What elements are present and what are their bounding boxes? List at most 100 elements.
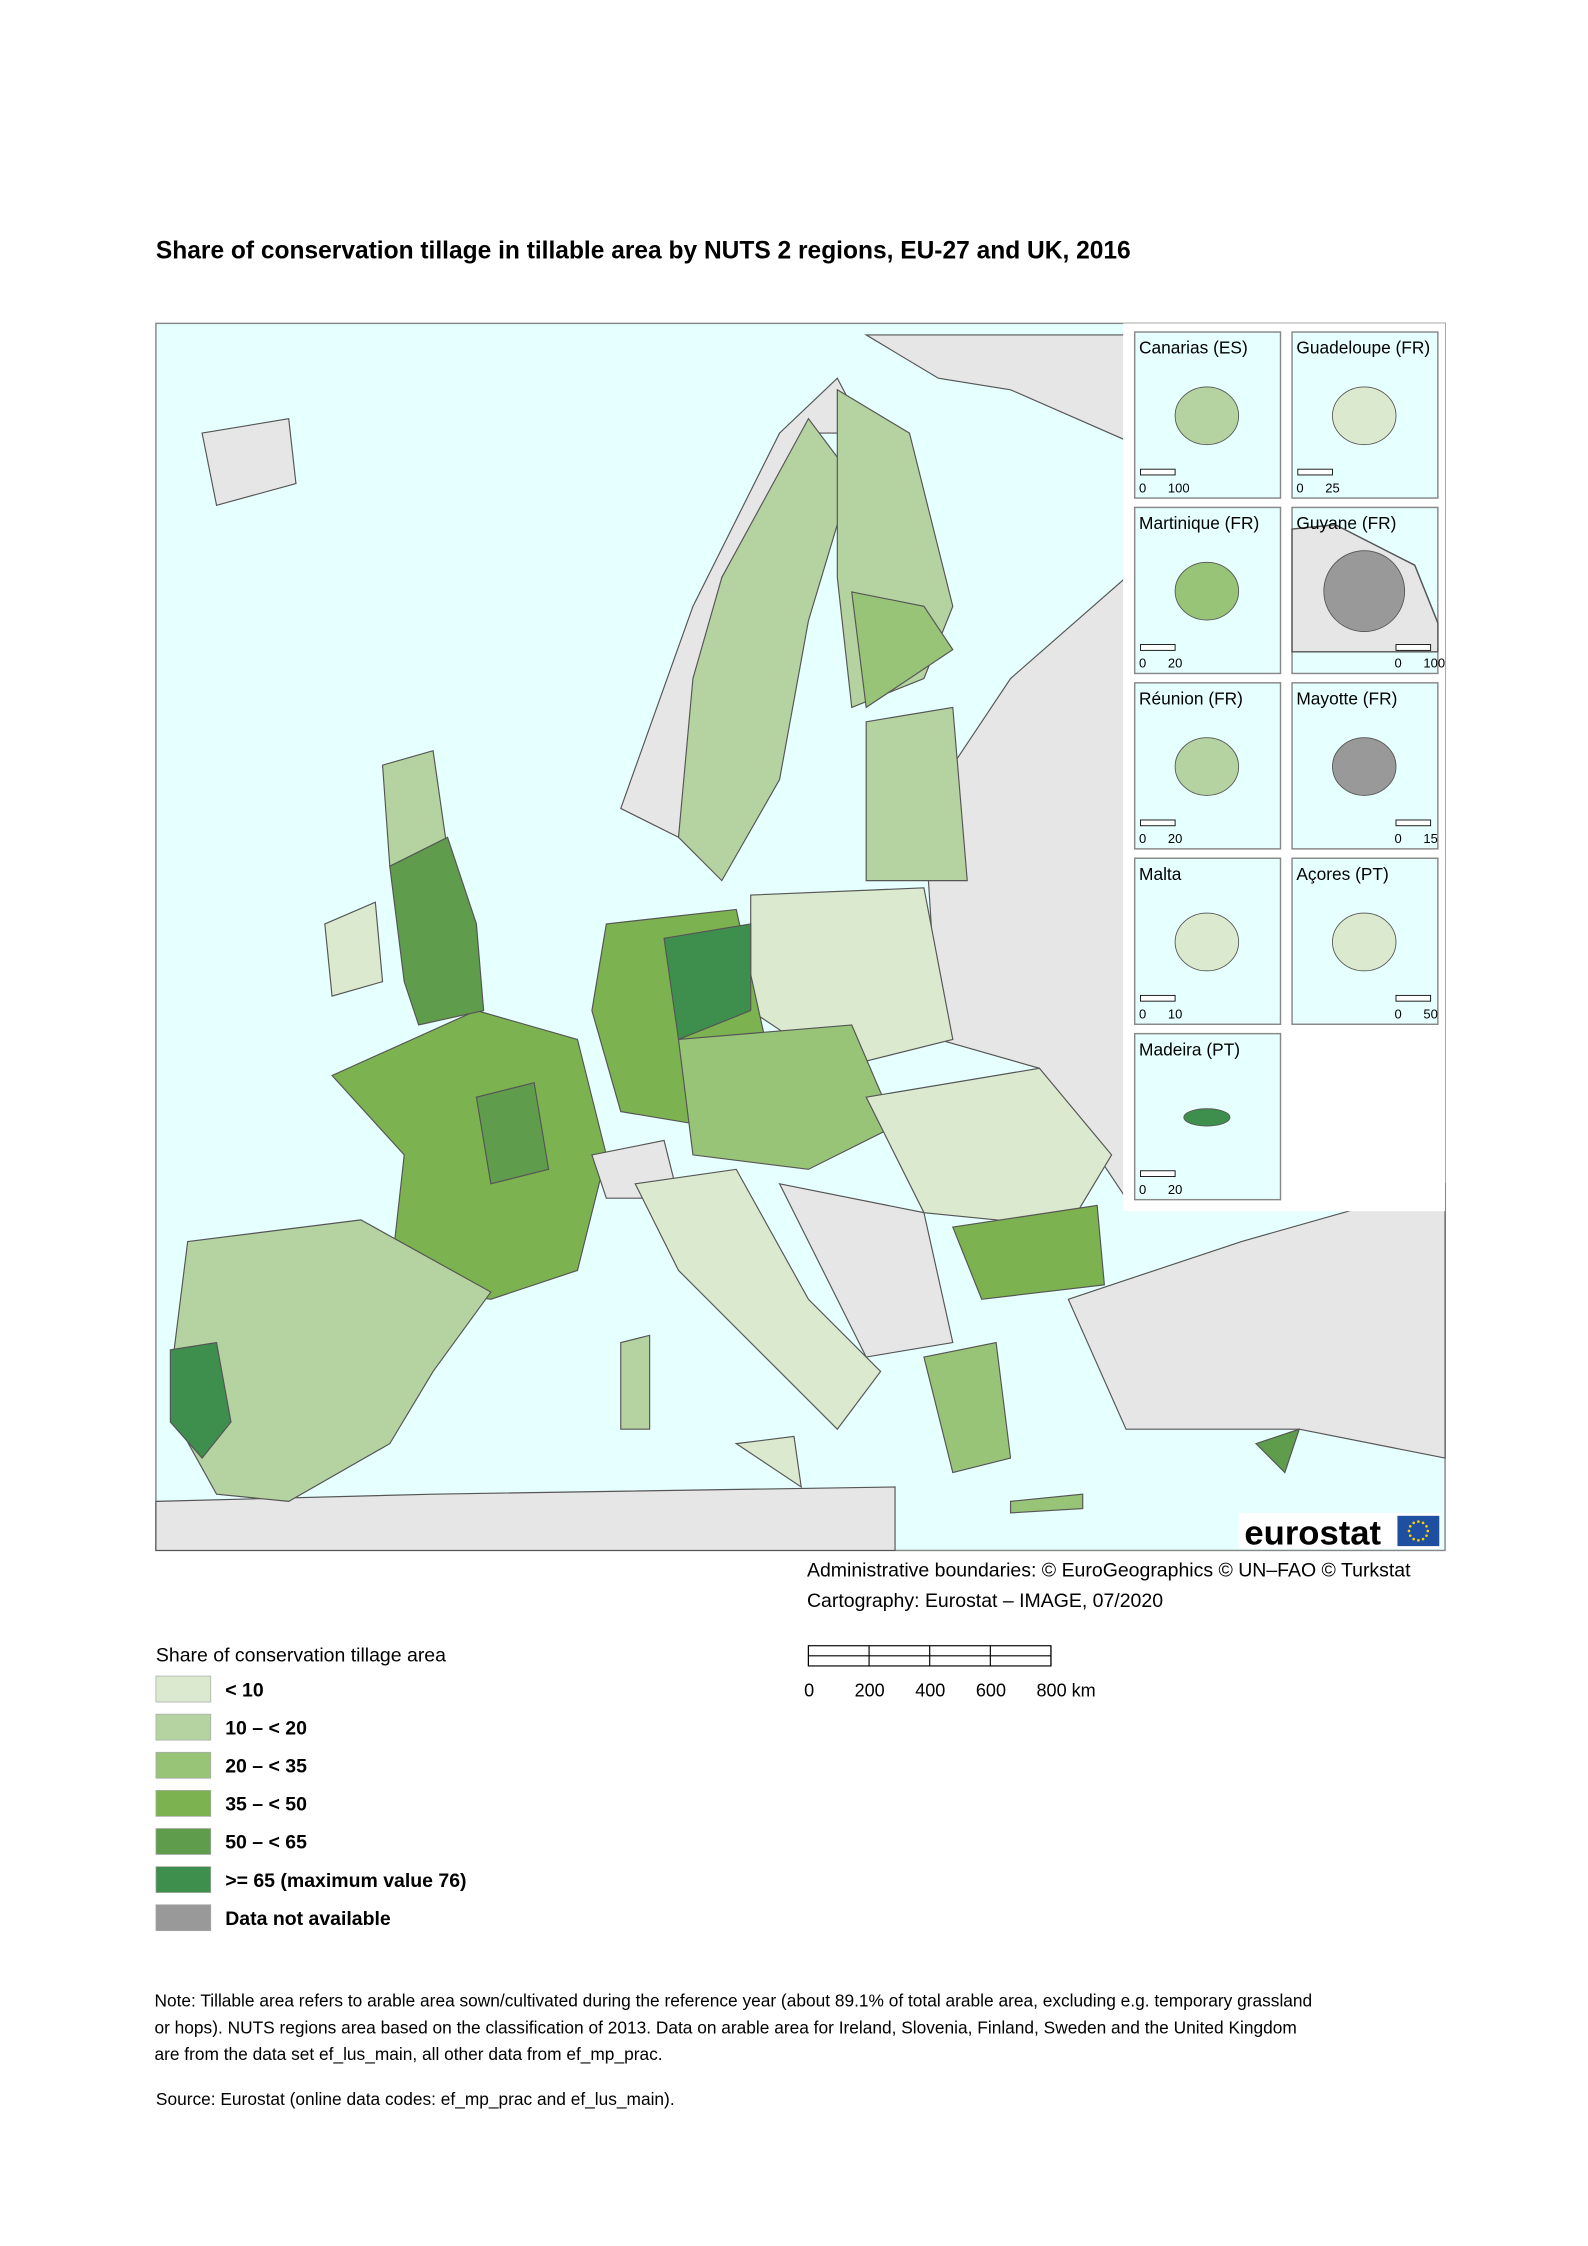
inset-label: Madeira (PT)	[1139, 1039, 1240, 1059]
inset-scale-bar	[1140, 1170, 1176, 1177]
inset-scale-label: 0	[1395, 1006, 1402, 1021]
inset-land	[1332, 386, 1397, 446]
note: Note: Tillable area refers to arable are…	[154, 1991, 1312, 2011]
region	[677, 417, 853, 882]
region	[324, 901, 384, 997]
eu-star	[1417, 1539, 1420, 1542]
inset-label: Réunion (FR)	[1139, 688, 1243, 708]
region	[865, 706, 968, 882]
region	[1254, 1428, 1301, 1474]
inset-land	[1332, 737, 1397, 796]
inset-scale-label: 15	[1423, 831, 1437, 846]
inset-scale-label: 10	[1168, 1006, 1182, 1021]
scale-bar-label: 600	[976, 1680, 1006, 1700]
eu-star	[1412, 1537, 1415, 1541]
region	[475, 1082, 550, 1185]
legend-swatch	[155, 1675, 212, 1703]
legend-title: Share of conservation tillage area	[156, 1645, 446, 1667]
inset-scale-bar	[1297, 468, 1333, 476]
inset-scale-label: 50	[1423, 1006, 1437, 1021]
inset-land	[1183, 1108, 1231, 1127]
scale-bar-label: 0	[804, 1680, 814, 1700]
eu-star	[1408, 1534, 1412, 1537]
eu-star	[1407, 1529, 1411, 1533]
inset-land	[1323, 550, 1406, 633]
inset-scale-label: 0	[1139, 1182, 1146, 1197]
eu-star	[1412, 1521, 1415, 1525]
inset-label: Guyane (FR)	[1296, 513, 1396, 533]
eu-star	[1421, 1537, 1425, 1541]
region	[389, 836, 485, 1026]
inset-scale-label: 20	[1168, 831, 1182, 846]
legend-swatch	[155, 1828, 212, 1855]
scale-bar-label: 200	[855, 1680, 885, 1700]
inset-scale-bar	[1395, 819, 1432, 827]
inset-scale-bar	[1140, 994, 1176, 1002]
note: or hops). NUTS regions area based on the…	[154, 2017, 1296, 2037]
legend-label: Data not available	[225, 1908, 391, 1930]
credit: Administrative boundaries: © EuroGeograp…	[807, 1559, 1411, 1581]
legend-swatch	[155, 1790, 212, 1817]
inset-label: Canarias (ES)	[1139, 338, 1248, 358]
inset-scale-label: 100	[1423, 656, 1445, 671]
eu-star	[1408, 1524, 1412, 1528]
scale-bar-label: 800 km	[1037, 1680, 1096, 1700]
logo-text: eurostat	[1244, 1515, 1381, 1553]
inset-land	[1332, 912, 1397, 972]
inset-land	[1174, 912, 1240, 972]
legend-swatch	[155, 1751, 212, 1779]
inset-scale-label: 25	[1325, 480, 1339, 495]
credit: Cartography: Eurostat – IMAGE, 07/2020	[807, 1590, 1163, 1612]
region	[851, 591, 954, 709]
scale-bar-label: 400	[915, 1680, 945, 1700]
inset-label: Martinique (FR)	[1139, 513, 1259, 533]
land	[923, 576, 1127, 1201]
region	[734, 1435, 802, 1489]
inset-scale-bar	[1395, 994, 1432, 1002]
region	[169, 1341, 232, 1459]
inset-scale-label: 0	[1296, 480, 1303, 495]
inset-scale-label: 20	[1168, 1182, 1182, 1197]
inset-scale-label: 0	[1395, 831, 1402, 846]
inset-scale-bar	[1140, 468, 1176, 476]
inset-label: Guadeloupe (FR)	[1296, 338, 1430, 358]
land	[155, 1486, 896, 1552]
inset-scale-bar	[1395, 644, 1432, 651]
land	[778, 1182, 954, 1358]
inset-label: Açores (PT)	[1296, 864, 1388, 884]
eu-star	[1417, 1520, 1420, 1523]
inset-scale-label: 100	[1168, 480, 1190, 495]
legend-swatch	[155, 1904, 212, 1932]
inset-scale-label: 0	[1139, 656, 1146, 671]
region	[620, 1334, 651, 1430]
legend-label: 35 – < 50	[225, 1794, 307, 1816]
legend-swatch	[155, 1866, 212, 1893]
legend-label: 50 – < 65	[225, 1832, 307, 1854]
inset-scale-label: 0	[1139, 831, 1146, 846]
region	[1009, 1493, 1084, 1514]
inset-label: Mayotte (FR)	[1296, 688, 1397, 708]
land	[1067, 1183, 1446, 1459]
inset-scale-label: 0	[1395, 656, 1402, 671]
land	[201, 417, 297, 506]
land	[864, 334, 1127, 442]
inset-scale-label: 0	[1139, 480, 1146, 495]
legend-label: >= 65 (maximum value 76)	[225, 1870, 466, 1892]
inset-scale-bar	[1140, 819, 1176, 827]
legend-label: 20 – < 35	[225, 1755, 307, 1777]
scale-bar	[807, 1645, 1052, 1667]
source: Source: Eurostat (online data codes: ef_…	[156, 2089, 675, 2109]
inset-scale-bar	[1140, 644, 1176, 651]
inset-scale-label: 20	[1168, 656, 1182, 671]
region	[677, 1024, 896, 1170]
inset-scale-label: 0	[1139, 1006, 1146, 1021]
inset-land	[1174, 386, 1240, 446]
map-land	[155, 334, 1446, 1552]
legend-label: 10 – < 20	[225, 1717, 307, 1739]
legend-label: < 10	[225, 1679, 264, 1701]
region	[923, 1341, 1012, 1474]
inset-land	[1174, 561, 1240, 621]
inset-land	[1174, 737, 1240, 796]
